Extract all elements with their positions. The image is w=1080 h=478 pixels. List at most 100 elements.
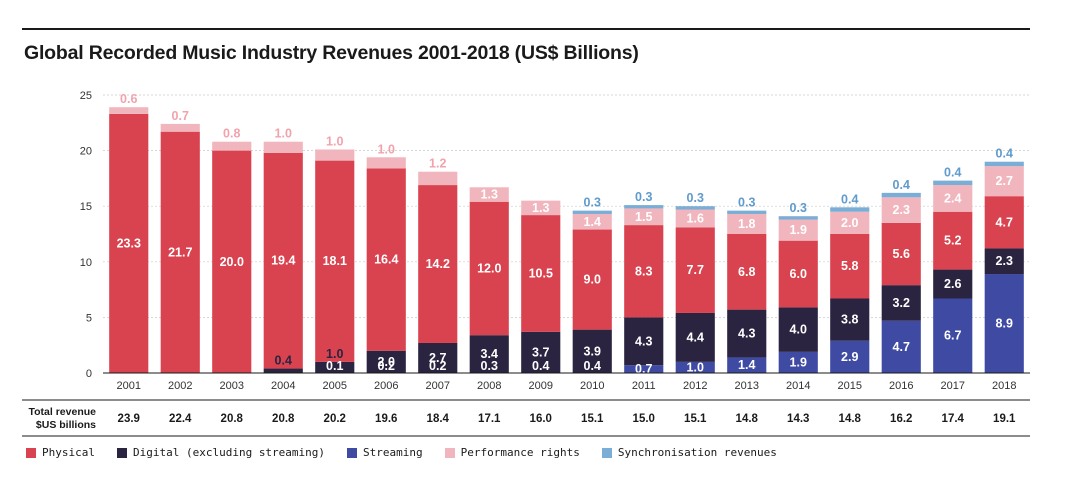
total-revenue-value: 20.8 [272, 413, 295, 425]
label-streaming: 0.7 [635, 362, 652, 376]
x-tick-label: 2015 [838, 380, 862, 392]
bar-performance [675, 209, 715, 228]
total-revenue-value: 23.9 [118, 413, 140, 425]
total-revenue-value: 15.0 [633, 413, 655, 425]
bar-physical [984, 196, 1024, 249]
y-tick-label: 25 [80, 90, 92, 102]
label-sync: 0.4 [944, 166, 961, 180]
label-digital: 2.0 [378, 355, 395, 369]
x-tick-label: 2018 [992, 380, 1016, 392]
label-streaming: 1.9 [790, 355, 807, 369]
label-physical: 20.0 [220, 255, 244, 269]
bar-physical [315, 160, 355, 362]
label-physical: 7.7 [687, 263, 704, 277]
bar-physical [778, 240, 818, 308]
label-physical: 8.3 [635, 264, 652, 278]
bar-digital [366, 350, 406, 373]
bar-streaming [778, 351, 818, 373]
bar-digital [933, 269, 973, 299]
label-performance: 2.3 [893, 203, 910, 217]
bar-streaming [984, 274, 1024, 373]
bar-digital [624, 317, 664, 366]
bar-sync [778, 216, 818, 220]
label-streaming: 4.7 [893, 340, 910, 354]
label-digital: 3.7 [532, 345, 549, 359]
label-bottom-value: 0.4 [532, 359, 549, 373]
bar-digital [984, 248, 1024, 275]
legend-label: Physical [42, 446, 95, 459]
label-physical: 14.2 [426, 257, 450, 271]
bars-layer [109, 107, 1024, 374]
y-tick-label: 5 [86, 312, 92, 324]
bar-digital [263, 368, 303, 373]
bar-sync [830, 207, 870, 212]
label-digital: 2.7 [429, 351, 446, 365]
label-performance: 1.2 [429, 157, 446, 171]
bar-streaming [830, 340, 870, 373]
bar-sync [881, 192, 921, 198]
x-tick-label: 2007 [426, 380, 450, 392]
legend-item: Digital (excluding streaming) [116, 446, 325, 459]
label-physical: 10.5 [529, 266, 553, 280]
label-digital: 3.9 [584, 344, 601, 358]
total-revenue-value: 14.8 [736, 413, 759, 425]
bar-physical [109, 113, 149, 374]
legend: Physical Digital (excluding streaming) Str… [26, 446, 777, 459]
legend-swatch [444, 447, 455, 458]
legend-item: Synchronisation revenues [601, 446, 777, 459]
bar-sync [933, 180, 973, 186]
label-streaming: 6.7 [944, 329, 961, 343]
x-tick-label: 2003 [220, 380, 244, 392]
bar-physical [727, 234, 767, 310]
total-revenue-value: 16.2 [890, 413, 912, 425]
bar-performance [469, 187, 509, 202]
bar-streaming [675, 361, 715, 373]
bar-performance [572, 213, 612, 230]
label-digital: 3.4 [481, 347, 498, 361]
label-bottom-value: 0.1 [326, 359, 343, 373]
label-performance: 0.7 [172, 109, 189, 123]
y-tick-label: 15 [80, 201, 92, 213]
label-physical: 6.8 [738, 265, 755, 279]
label-physical: 23.3 [117, 236, 141, 250]
bar-physical [675, 227, 715, 313]
label-digital: 4.3 [635, 334, 652, 348]
x-tick-label: 2001 [117, 380, 141, 392]
label-physical: 16.4 [374, 253, 398, 267]
label-physical: 12.0 [477, 261, 501, 275]
bar-digital [418, 342, 458, 373]
label-performance: 2.7 [996, 174, 1013, 188]
label-physical: 5.8 [841, 259, 858, 273]
label-performance: 2.4 [944, 191, 961, 205]
label-bottom-value: 0.4 [584, 359, 601, 373]
axis-layer: 0 5 10 15 20 25 2001 2002 2003 2004 2005 2006 2007 20… [80, 90, 1030, 392]
legend-swatch [26, 447, 36, 458]
bar-sync [572, 210, 612, 214]
label-performance: 1.8 [738, 217, 755, 231]
legend-label: Synchronisation revenues [617, 446, 777, 459]
bar-performance [263, 141, 303, 153]
bar-physical [366, 168, 406, 351]
x-tick-label: 2002 [168, 380, 192, 392]
bar-performance [315, 149, 355, 161]
label-performance: 1.4 [584, 215, 601, 229]
bar-performance [212, 141, 252, 151]
bar-digital [572, 329, 612, 373]
label-performance: 1.3 [532, 201, 549, 215]
label-digital: 2.3 [996, 254, 1013, 268]
x-tick-label: 2017 [941, 380, 965, 392]
x-tick-label: 2016 [889, 380, 913, 392]
legend-item: Physical [26, 446, 95, 459]
total-revenue-value: 17.4 [942, 413, 965, 425]
bar-performance [881, 197, 921, 223]
bar-physical [160, 131, 200, 373]
bar-digital [778, 307, 818, 352]
label-digital: 4.0 [790, 323, 807, 337]
x-tick-label: 2011 [632, 380, 656, 392]
label-streaming: 1.0 [687, 360, 704, 374]
bar-performance [366, 157, 406, 169]
legend-swatch [347, 447, 358, 458]
bar-performance [727, 213, 767, 234]
label-physical: 9.0 [584, 273, 601, 287]
label-digital: 0.4 [275, 354, 292, 368]
